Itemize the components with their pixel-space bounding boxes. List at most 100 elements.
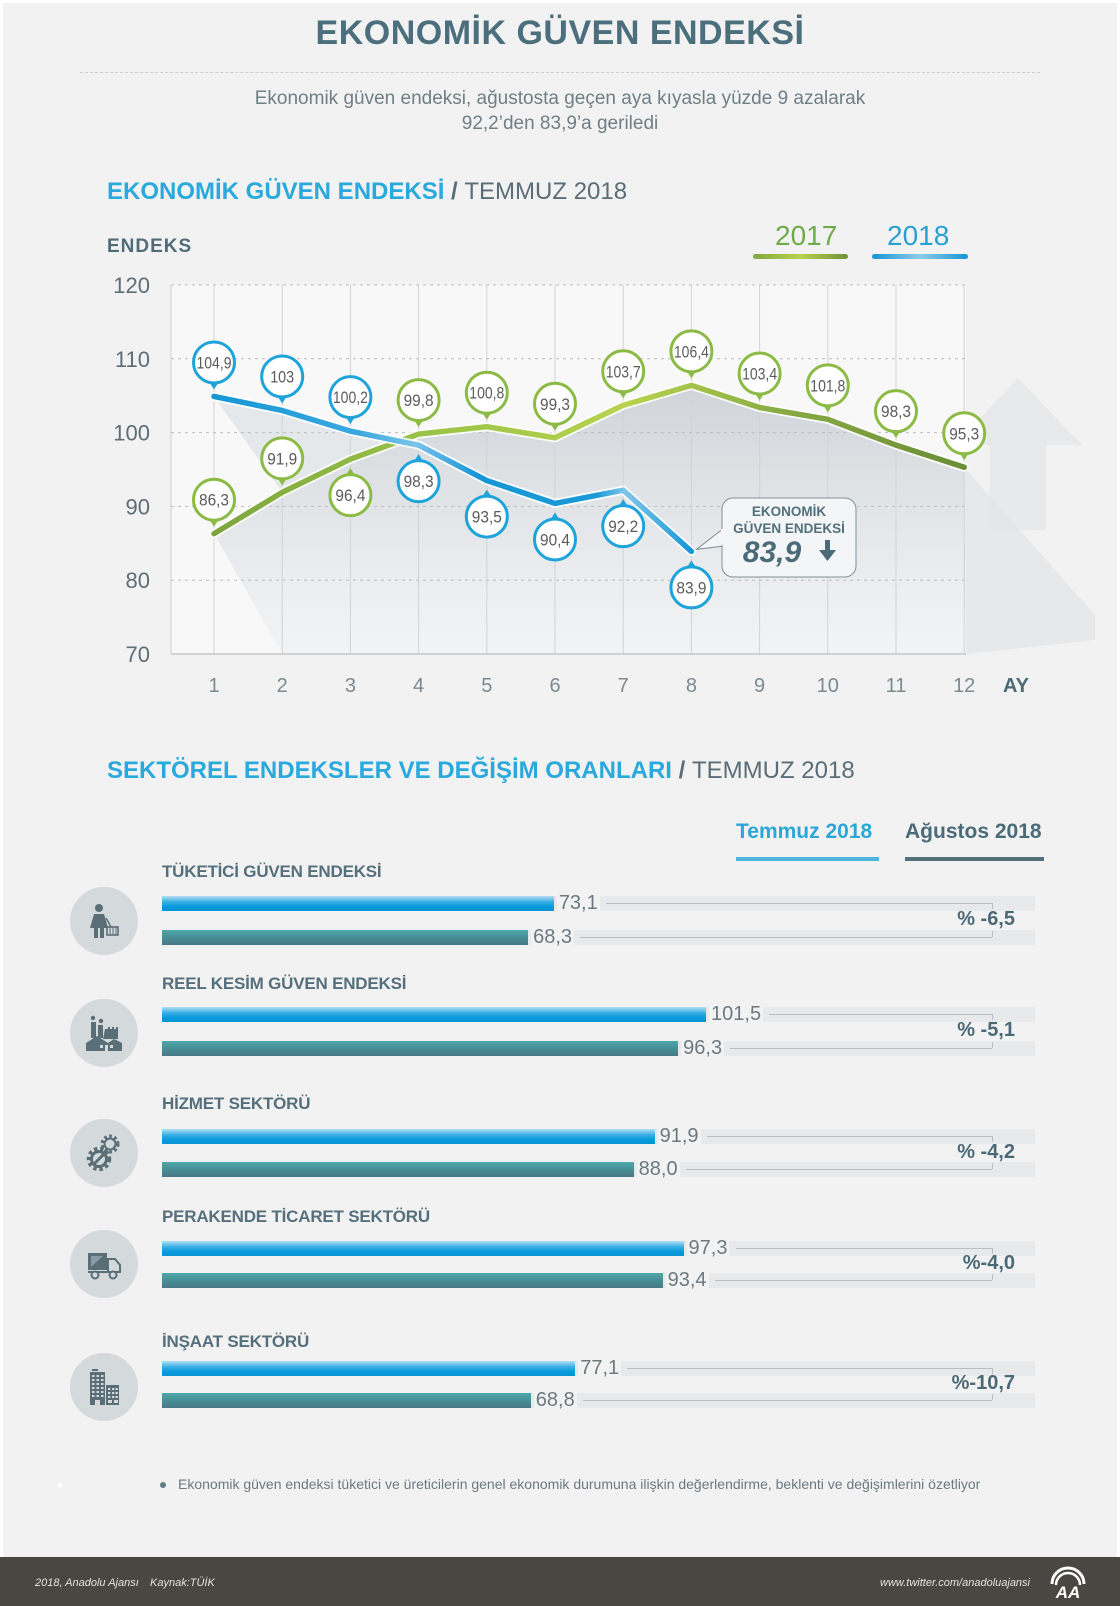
bar-value-label: 91,9	[657, 1125, 701, 1147]
data-label: 83,9	[676, 578, 706, 597]
data-label: 86,3	[199, 491, 229, 510]
x-axis-title: AY	[1003, 675, 1030, 697]
series-line-2018	[211, 393, 695, 555]
bubble-circle	[396, 459, 441, 504]
data-label-bubble: 100,2	[328, 375, 373, 425]
sector-title: REEL KESİM GÜVEN ENDEKSİ	[162, 974, 407, 993]
data-label-bubble: 106,4	[669, 329, 714, 379]
line-chart-section-title: EKONOMİK GÜVEN ENDEKSİ / TEMMUZ 2018	[107, 178, 627, 206]
bubble-circle	[874, 389, 918, 434]
data-label-bubble: 86,3	[192, 477, 236, 527]
footer-copyright: 2018, Anadolu Ajansı	[35, 1577, 139, 1589]
leader-line	[580, 937, 992, 938]
leader-line	[685, 1169, 992, 1170]
leader-tick	[992, 1368, 993, 1374]
leader-line	[730, 1048, 992, 1049]
factory-icon	[86, 1015, 122, 1051]
leader-tick	[992, 903, 993, 909]
line-shadow-2018	[214, 396, 419, 493]
sector-icon-circle	[70, 999, 138, 1067]
leader-tick	[992, 1042, 993, 1048]
leader-tick	[992, 1136, 993, 1142]
bar-temmuz	[162, 895, 554, 911]
data-label-bubble: 103,4	[737, 351, 782, 401]
legend-label-agustos: Ağustos 2018	[905, 820, 1042, 843]
data-label: 90,4	[540, 530, 570, 549]
leader-line	[582, 1400, 992, 1401]
leader-tick	[992, 1248, 993, 1254]
x-tick-label: 3	[345, 675, 356, 697]
sector-title: HİZMET SEKTÖRÜ	[162, 1094, 311, 1113]
down-arrow-shaft	[825, 540, 830, 552]
page-title: EKONOMİK GÜVEN ENDEKSİ	[315, 14, 805, 52]
bubble-circle	[942, 411, 987, 456]
bar-agustos	[162, 1040, 679, 1056]
data-label: 106,4	[674, 342, 709, 361]
data-label: 96,4	[335, 486, 365, 505]
change-percent-label: % -4,2	[957, 1140, 1015, 1163]
legend-label-temmuz: Temmuz 2018	[736, 820, 873, 843]
data-label-bubble: 83,9	[669, 560, 714, 610]
bubble-circle	[669, 329, 714, 374]
data-label-bubble: 98,3	[396, 454, 441, 504]
x-tick-label: 6	[549, 675, 560, 697]
x-tick-label: 1	[208, 675, 219, 697]
bar-temmuz	[162, 1240, 684, 1256]
legend-label-2018: 2018	[887, 220, 950, 251]
sector-title: İNŞAAT SEKTÖRÜ	[162, 1332, 310, 1351]
x-tick-label: 10	[817, 675, 839, 697]
data-label: 95,3	[949, 424, 979, 443]
x-tick-label: 2	[277, 675, 288, 697]
leader-tick	[992, 1014, 993, 1020]
bubble-circle	[533, 381, 577, 426]
sector-title: TÜKETİCİ GÜVEN ENDEKSİ	[162, 862, 382, 881]
bubble-circle	[260, 354, 305, 399]
bar-value-label: 101,5	[709, 1003, 764, 1025]
bar-value-label: 93,4	[665, 1269, 709, 1291]
bubble-circle	[464, 494, 509, 539]
data-label: 103,7	[606, 362, 641, 381]
data-label: 101,8	[810, 376, 845, 395]
section-title-separator: /	[678, 757, 686, 784]
legend-swatch-2017	[753, 254, 848, 259]
data-label-bubble: 95,3	[942, 411, 987, 461]
leader-line	[714, 1280, 992, 1281]
data-label-bubble: 103,7	[601, 349, 646, 399]
footnote-text: Ekonomik güven endeksi tüketici ve üreti…	[178, 1476, 981, 1492]
x-tick-label: 12	[953, 675, 975, 697]
shopper-icon	[90, 904, 119, 938]
data-label-bubble: 99,8	[396, 378, 441, 428]
data-label-bubble: 96,4	[328, 468, 373, 518]
bubble-circle	[464, 370, 509, 415]
bar-temmuz	[162, 1360, 576, 1376]
footer-source: Kaynak:TÜİK	[150, 1577, 215, 1589]
sector-icon-circle	[70, 1119, 138, 1187]
data-label: 91,9	[267, 449, 297, 468]
bubble-circle	[737, 351, 782, 396]
data-label: 99,8	[404, 391, 434, 410]
bubble-circle	[669, 565, 714, 610]
data-label-bubble: 100,8	[464, 370, 509, 420]
data-label-bubble: 101,8	[805, 363, 850, 413]
footer-bar	[0, 1557, 1120, 1606]
subtitle-line-1: Ekonomik güven endeksi, ağustosta geçen …	[254, 88, 866, 109]
bubble-circle	[328, 375, 373, 420]
leader-tick	[992, 1163, 993, 1169]
leader-line	[735, 1248, 992, 1249]
legend-swatch-temmuz	[736, 857, 879, 861]
bubble-circle	[805, 363, 850, 408]
data-label: 100,2	[333, 388, 368, 407]
section-title-main: EKONOMİK GÜVEN ENDEKSİ	[107, 178, 445, 205]
change-percent-label: % -6,5	[957, 908, 1015, 930]
bar-value-label: 96,3	[681, 1037, 725, 1059]
y-tick-label: 110	[115, 347, 150, 372]
callout-title-line-1: EKONOMİK	[752, 504, 827, 519]
sector-icon-circle	[70, 1353, 138, 1421]
bar-chart-section-title: SEKTÖREL ENDEKSLER VE DEĞİŞİM ORANLARI /…	[107, 757, 855, 785]
data-label: 98,3	[404, 472, 434, 491]
down-arrow-icon	[819, 540, 836, 561]
footnote-bullet-icon	[160, 1482, 166, 1488]
data-label-bubble: 90,4	[533, 512, 577, 562]
